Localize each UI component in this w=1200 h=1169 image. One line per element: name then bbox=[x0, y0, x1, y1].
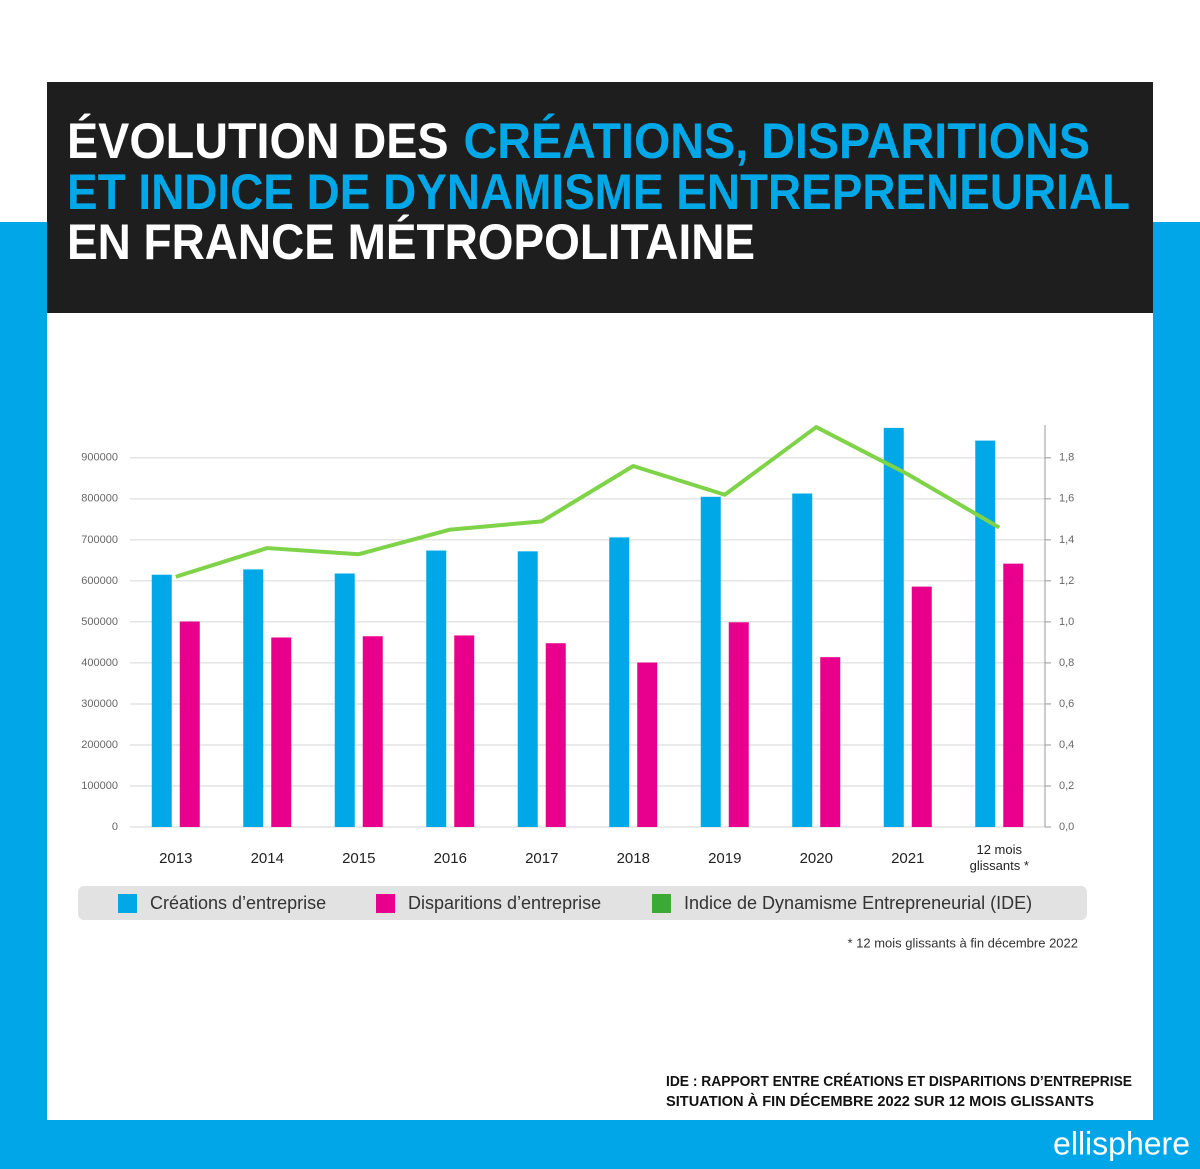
y2-tick-label: 1,4 bbox=[1059, 534, 1074, 546]
bar bbox=[151, 574, 172, 827]
x-tick-label: 2020 bbox=[799, 850, 833, 867]
title: ÉVOLUTION DES bbox=[67, 113, 449, 169]
line bbox=[175, 425, 1001, 579]
x-tick-label: 2013 bbox=[159, 850, 193, 867]
bar bbox=[545, 643, 566, 827]
bar bbox=[271, 637, 292, 827]
y-tick-label: 0 bbox=[112, 821, 118, 833]
y2-tick-label: 0,4 bbox=[1059, 739, 1074, 751]
legend-label: Indice de Dynamisme Entrepreneurial (IDE… bbox=[684, 893, 1032, 913]
title: CRÉATIONS, DISPARITIONS bbox=[464, 113, 1090, 169]
bar bbox=[609, 537, 630, 827]
y2-tick-label: 1,2 bbox=[1059, 575, 1074, 587]
y-tick-label: 800000 bbox=[81, 493, 118, 505]
y-tick-label: 200000 bbox=[81, 739, 118, 751]
bar bbox=[911, 586, 932, 827]
y-tick-label: 900000 bbox=[81, 452, 118, 464]
x-tick-label: 2021 bbox=[891, 850, 925, 867]
legend-swatch bbox=[118, 894, 137, 913]
bar bbox=[975, 440, 996, 827]
x-tick-label: 12 mois glissants * bbox=[969, 842, 1029, 873]
bar bbox=[1003, 563, 1024, 827]
y-tick-label: 700000 bbox=[81, 534, 118, 546]
title-line: ÉVOLUTION DES CRÉATIONS, DISPARITIONS bbox=[67, 113, 1090, 169]
bar bbox=[883, 427, 904, 827]
y2-tick-label: 1,6 bbox=[1059, 493, 1074, 505]
x-tick-label: 2014 bbox=[250, 850, 284, 867]
brand-logo: ellisphere bbox=[1053, 1125, 1190, 1161]
x-tick-label: 2017 bbox=[525, 850, 559, 867]
legend-box bbox=[78, 886, 1087, 920]
x-tick-label: 2016 bbox=[433, 850, 467, 867]
bar bbox=[792, 493, 813, 827]
y2-tick-label: 1,8 bbox=[1059, 452, 1074, 464]
bar bbox=[334, 573, 355, 827]
legend-swatch bbox=[652, 894, 671, 913]
note: SITUATION À FIN DÉCEMBRE 2022 SUR 12 MOI… bbox=[666, 1093, 1094, 1110]
legend-label: Disparitions d’entreprise bbox=[408, 893, 601, 913]
x-tick-label: 2018 bbox=[616, 850, 650, 867]
y-tick-label: 300000 bbox=[81, 698, 118, 710]
bar bbox=[637, 662, 658, 827]
title: EN FRANCE MÉTROPOLITAINE bbox=[67, 214, 755, 270]
title-box bbox=[47, 82, 1153, 313]
x-tick-label: 2019 bbox=[708, 850, 742, 867]
bar bbox=[243, 569, 264, 827]
bar bbox=[426, 550, 447, 827]
y2-tick-label: 0,2 bbox=[1059, 780, 1074, 792]
bar bbox=[820, 657, 841, 827]
footnote: * 12 mois glissants à fin décembre 2022 bbox=[847, 935, 1078, 950]
legend-label: Créations d’entreprise bbox=[150, 893, 326, 913]
title: ET INDICE DE DYNAMISME ENTREPRENEURIAL bbox=[67, 164, 1130, 220]
bar bbox=[728, 622, 749, 827]
y-tick-label: 400000 bbox=[81, 657, 118, 669]
y-tick-label: 500000 bbox=[81, 616, 118, 628]
bar bbox=[517, 551, 538, 827]
y2-tick-label: 1,0 bbox=[1059, 616, 1074, 628]
x-tick-label: 2015 bbox=[342, 850, 376, 867]
bar bbox=[454, 635, 475, 827]
y2-tick-label: 0,0 bbox=[1059, 821, 1074, 833]
bar bbox=[362, 636, 383, 827]
bar bbox=[700, 496, 721, 827]
y2-tick-label: 0,8 bbox=[1059, 657, 1074, 669]
legend-swatch bbox=[376, 894, 395, 913]
note: IDE : RAPPORT ENTRE CRÉATIONS ET DISPARI… bbox=[666, 1073, 1132, 1090]
y-tick-label: 100000 bbox=[81, 780, 118, 792]
bar bbox=[179, 621, 200, 827]
y-tick-label: 600000 bbox=[81, 575, 118, 587]
y2-tick-label: 0,6 bbox=[1059, 698, 1074, 710]
